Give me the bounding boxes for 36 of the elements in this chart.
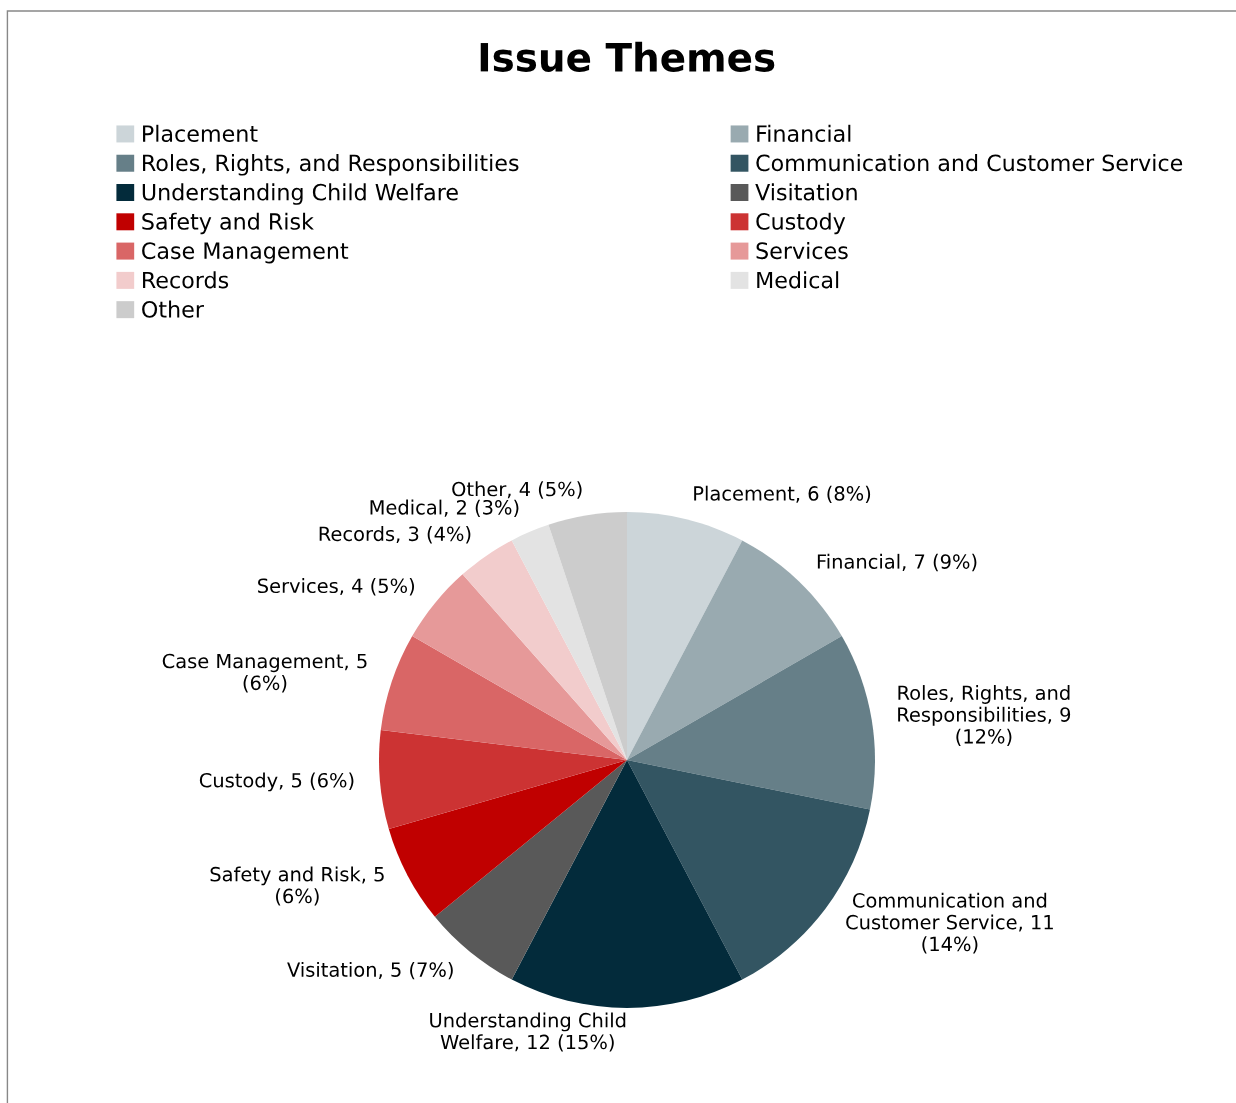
pie-slice bbox=[379, 730, 627, 829]
data-label: Financial, 7 (9%) bbox=[817, 553, 977, 572]
pie-slice bbox=[627, 512, 743, 760]
data-label: Communication and Customer Service, 11 (14%) bbox=[846, 892, 1053, 954]
legend-label: Custody bbox=[756, 212, 846, 235]
pie-slice bbox=[511, 760, 743, 1008]
data-label: Records, 3 (4%) bbox=[319, 526, 471, 544]
data-label: Understanding Child Welfare, 12 (15%) bbox=[430, 1012, 626, 1052]
data-label: Case Management, 5 (6%) bbox=[162, 653, 367, 693]
legend-label: Other bbox=[142, 300, 204, 318]
pie-slice bbox=[388, 760, 627, 917]
pie-slice bbox=[412, 574, 627, 760]
data-label: Custody, 5 (6%) bbox=[199, 772, 354, 792]
legend-label: Services bbox=[756, 241, 848, 260]
pie-slice bbox=[627, 636, 875, 810]
legend-label: Understanding Child Welfare bbox=[142, 183, 458, 205]
legend-label: Medical bbox=[757, 271, 839, 289]
data-label: Roles, Rights, and Responsibilities, 9 (12%) bbox=[898, 685, 1071, 746]
data-label: Services, 4 (5%) bbox=[258, 578, 415, 596]
legend-label: Records bbox=[143, 271, 229, 289]
legend-label: Visitation bbox=[755, 183, 857, 201]
legend-label: Communication and Customer Service bbox=[756, 154, 1183, 172]
pie-slice bbox=[548, 512, 627, 760]
chart-title: Issue Themes bbox=[480, 41, 775, 72]
legend-label: Roles, Rights, and Responsibilities bbox=[143, 154, 519, 176]
data-label: Safety and Risk, 5 (6%) bbox=[210, 866, 384, 906]
data-label: Other, 4 (5%) bbox=[452, 481, 582, 499]
legend-label: Financial bbox=[757, 124, 851, 142]
legend-label: Case Management bbox=[142, 242, 349, 264]
data-label: Visitation, 5 (7%) bbox=[287, 961, 453, 980]
pie-slice bbox=[511, 524, 627, 760]
data-label: Medical, 2 (3%) bbox=[370, 499, 519, 517]
legend-label: Placement bbox=[143, 124, 258, 142]
data-label: Placement, 6 (8%) bbox=[694, 485, 871, 504]
pie-slice bbox=[380, 636, 627, 760]
legend-label: Safety and Risk bbox=[142, 212, 314, 235]
